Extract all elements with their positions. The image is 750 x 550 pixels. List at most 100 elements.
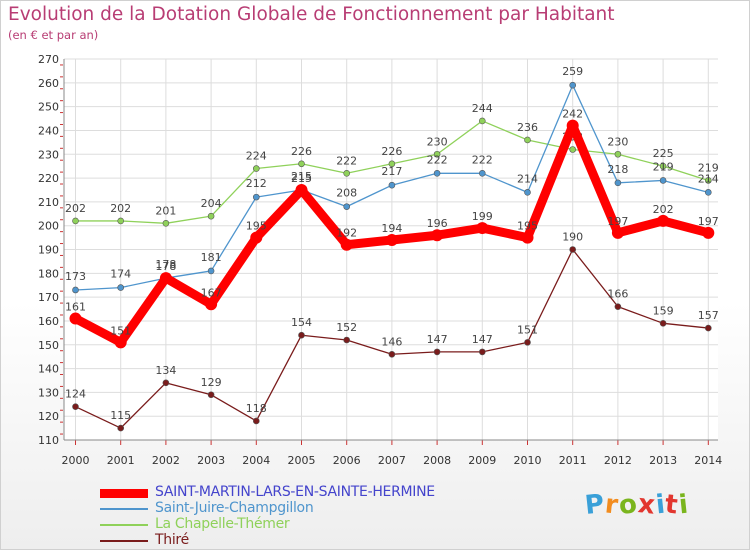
data-label: 190: [562, 231, 583, 244]
legend-label: SAINT-MARTIN-LARS-EN-SAINTE-HERMINE: [155, 484, 435, 500]
data-label: 197: [607, 215, 628, 228]
data-label: 215: [291, 170, 312, 183]
y-tick-label: 200: [38, 220, 59, 233]
data-point: [521, 231, 534, 244]
data-point: [657, 214, 670, 227]
chart-title: Evolution de la Dotation Globale de Fonc…: [8, 4, 615, 25]
data-label: 202: [110, 202, 131, 215]
data-point: [388, 350, 396, 358]
data-point: [476, 222, 489, 235]
data-label: 129: [201, 376, 222, 389]
data-label: 212: [246, 177, 267, 190]
y-tick-label: 230: [38, 148, 59, 161]
data-label: 192: [336, 227, 357, 240]
data-point: [433, 150, 441, 158]
data-point: [207, 212, 215, 220]
y-tick-label: 120: [38, 410, 59, 423]
data-label: 154: [291, 316, 312, 329]
data-label: 222: [427, 153, 448, 166]
data-point: [569, 246, 577, 253]
data-label: 230: [607, 135, 628, 148]
data-point: [72, 217, 79, 225]
data-label: 230: [427, 135, 448, 148]
y-tick-label: 170: [38, 291, 59, 304]
y-tick-label: 210: [38, 196, 59, 209]
data-label: 146: [381, 335, 402, 348]
data-label: 208: [336, 187, 357, 200]
legend-swatch: [100, 508, 148, 510]
data-point: [252, 417, 260, 425]
data-label: 152: [336, 321, 357, 334]
y-tick-label: 190: [38, 244, 59, 257]
proxiti-logo: Proxiti: [583, 489, 691, 521]
data-point: [114, 336, 127, 349]
chart-subtitle: (en € et par an): [8, 28, 99, 42]
data-label: 157: [698, 309, 719, 322]
data-point: [117, 217, 124, 225]
data-point: [252, 193, 260, 201]
data-label: 225: [653, 147, 674, 160]
legend-item: SAINT-MARTIN-LARS-EN-SAINTE-HERMINE: [100, 484, 520, 501]
data-point: [207, 267, 215, 275]
data-label: 197: [698, 215, 719, 228]
data-label: 222: [336, 154, 357, 167]
legend-swatch: [100, 489, 148, 498]
data-point: [704, 177, 712, 184]
x-tick-label: 2004: [242, 454, 270, 467]
x-tick-label: 2014: [694, 454, 722, 467]
x-tick-label: 2013: [649, 454, 677, 467]
y-tick-label: 260: [38, 77, 59, 90]
y-tick-label: 240: [38, 124, 59, 137]
data-label: 219: [698, 161, 719, 174]
data-label: 147: [427, 333, 448, 346]
data-label: 236: [517, 121, 538, 134]
data-label: 218: [607, 163, 628, 176]
data-point: [659, 162, 667, 170]
data-label: 151: [110, 324, 131, 337]
data-label: 226: [381, 145, 402, 158]
y-tick-label: 140: [38, 363, 59, 376]
data-point: [343, 203, 351, 210]
data-label: 159: [653, 304, 674, 317]
data-label: 215: [291, 172, 312, 185]
data-point: [433, 170, 441, 177]
legend-swatch: [100, 524, 148, 526]
data-label: 219: [653, 160, 674, 173]
x-tick-label: 2012: [604, 454, 632, 467]
data-point: [250, 231, 263, 244]
data-point: [524, 136, 531, 144]
x-tick-label: 2001: [107, 454, 135, 467]
data-point: [162, 220, 170, 227]
data-label: 222: [472, 153, 493, 166]
x-tick-label: 2002: [152, 454, 180, 467]
data-label: 204: [201, 197, 222, 210]
data-point: [159, 272, 172, 285]
data-point: [524, 339, 531, 346]
data-point: [433, 348, 441, 356]
y-tick-label: 270: [38, 53, 59, 66]
data-label: 173: [65, 270, 86, 283]
data-label: 161: [65, 301, 86, 314]
data-point: [298, 160, 305, 168]
data-point: [207, 391, 215, 399]
legend-label: Saint-Juire-Champgillon: [155, 500, 314, 516]
data-point: [340, 238, 353, 251]
data-point: [385, 233, 398, 246]
data-point: [388, 181, 396, 189]
data-label: 224: [246, 150, 267, 163]
data-point: [478, 170, 486, 177]
data-label: 151: [517, 323, 538, 336]
data-label: 226: [291, 145, 312, 158]
data-point: [614, 303, 622, 310]
data-point: [566, 119, 579, 132]
data-label: 195: [517, 220, 538, 233]
y-tick-label: 180: [38, 267, 59, 280]
data-label: 195: [246, 220, 267, 233]
x-tick-label: 2003: [197, 454, 225, 467]
data-point: [343, 336, 351, 344]
data-point: [614, 179, 622, 187]
data-point: [298, 331, 305, 339]
data-point: [431, 229, 444, 242]
x-tick-label: 2011: [559, 454, 587, 467]
